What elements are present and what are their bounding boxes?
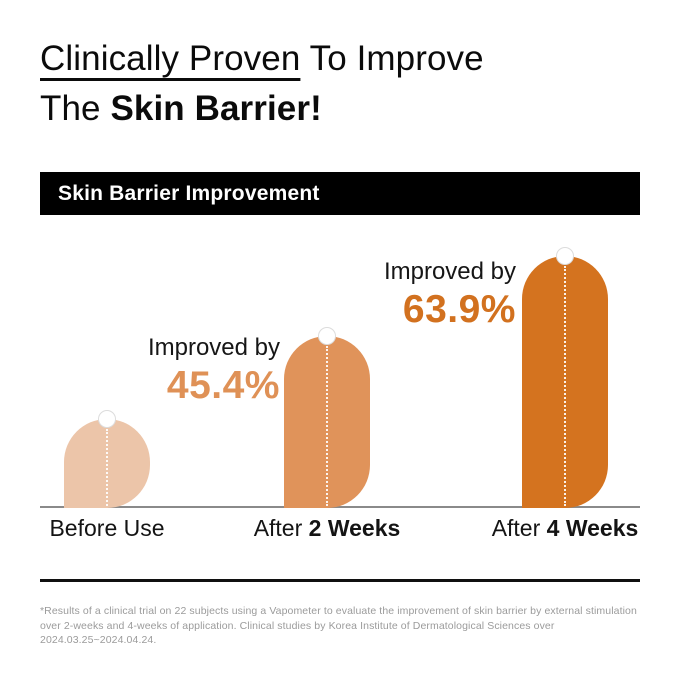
improvement-annotation-4-weeks: Improved by 63.9%	[384, 258, 516, 331]
improvement-value-2-weeks: 45.4%	[166, 364, 280, 407]
improvement-label-2-weeks: Improved by	[147, 334, 280, 361]
bar-top-marker	[556, 247, 574, 265]
title-line1-rest: To Improve	[300, 39, 484, 78]
bar-after-2-weeks	[284, 327, 370, 508]
improvement-label-4-weeks: Improved by	[383, 258, 516, 285]
bar-before-use	[64, 410, 150, 508]
x-label-text: Before Use	[49, 515, 165, 541]
footnote-line2: over 2-weeks and 4-weeks of application.…	[40, 619, 555, 647]
x-axis-baseline	[40, 506, 640, 508]
footer-divider-line	[40, 579, 640, 582]
bar-after-4-weeks	[522, 247, 608, 508]
title-underlined-text: Clinically Proven	[40, 39, 301, 78]
section-banner-label: Skin Barrier Improvement	[58, 181, 320, 205]
x-axis-label-after-2-weeks: After 2 Weeks	[217, 515, 437, 542]
improvement-annotation-2-weeks: Improved by 45.4%	[148, 334, 280, 407]
x-axis-label-after-4-weeks: After 4 Weeks	[455, 515, 675, 542]
title-line2-prefix: The	[40, 89, 111, 128]
bar-center-dashline	[326, 346, 328, 506]
title-line2-bold: Skin Barrier!	[110, 89, 322, 128]
bar-center-dashline	[564, 266, 566, 506]
page-title: Clinically Proven To Improve The Skin Ba…	[40, 34, 484, 134]
bar-top-marker	[318, 327, 336, 345]
x-label-text: After	[253, 515, 309, 541]
page-title-line2: The Skin Barrier!	[40, 84, 484, 134]
x-label-bold-text: 4 Weeks	[546, 515, 639, 541]
bar-top-marker	[98, 410, 116, 428]
improvement-value-4-weeks: 63.9%	[402, 288, 516, 331]
footnote-line1: *Results of a clinical trial on 22 subje…	[40, 605, 637, 617]
x-axis-label-before-use: Before Use	[0, 515, 217, 542]
footnote: *Results of a clinical trial on 22 subje…	[40, 604, 640, 648]
x-label-bold-text: 2 Weeks	[308, 515, 401, 541]
bar-center-dashline	[106, 429, 108, 506]
page-title-line1: Clinically Proven To Improve	[40, 34, 484, 84]
section-banner: Skin Barrier Improvement	[40, 172, 640, 215]
x-label-text: After	[491, 515, 547, 541]
